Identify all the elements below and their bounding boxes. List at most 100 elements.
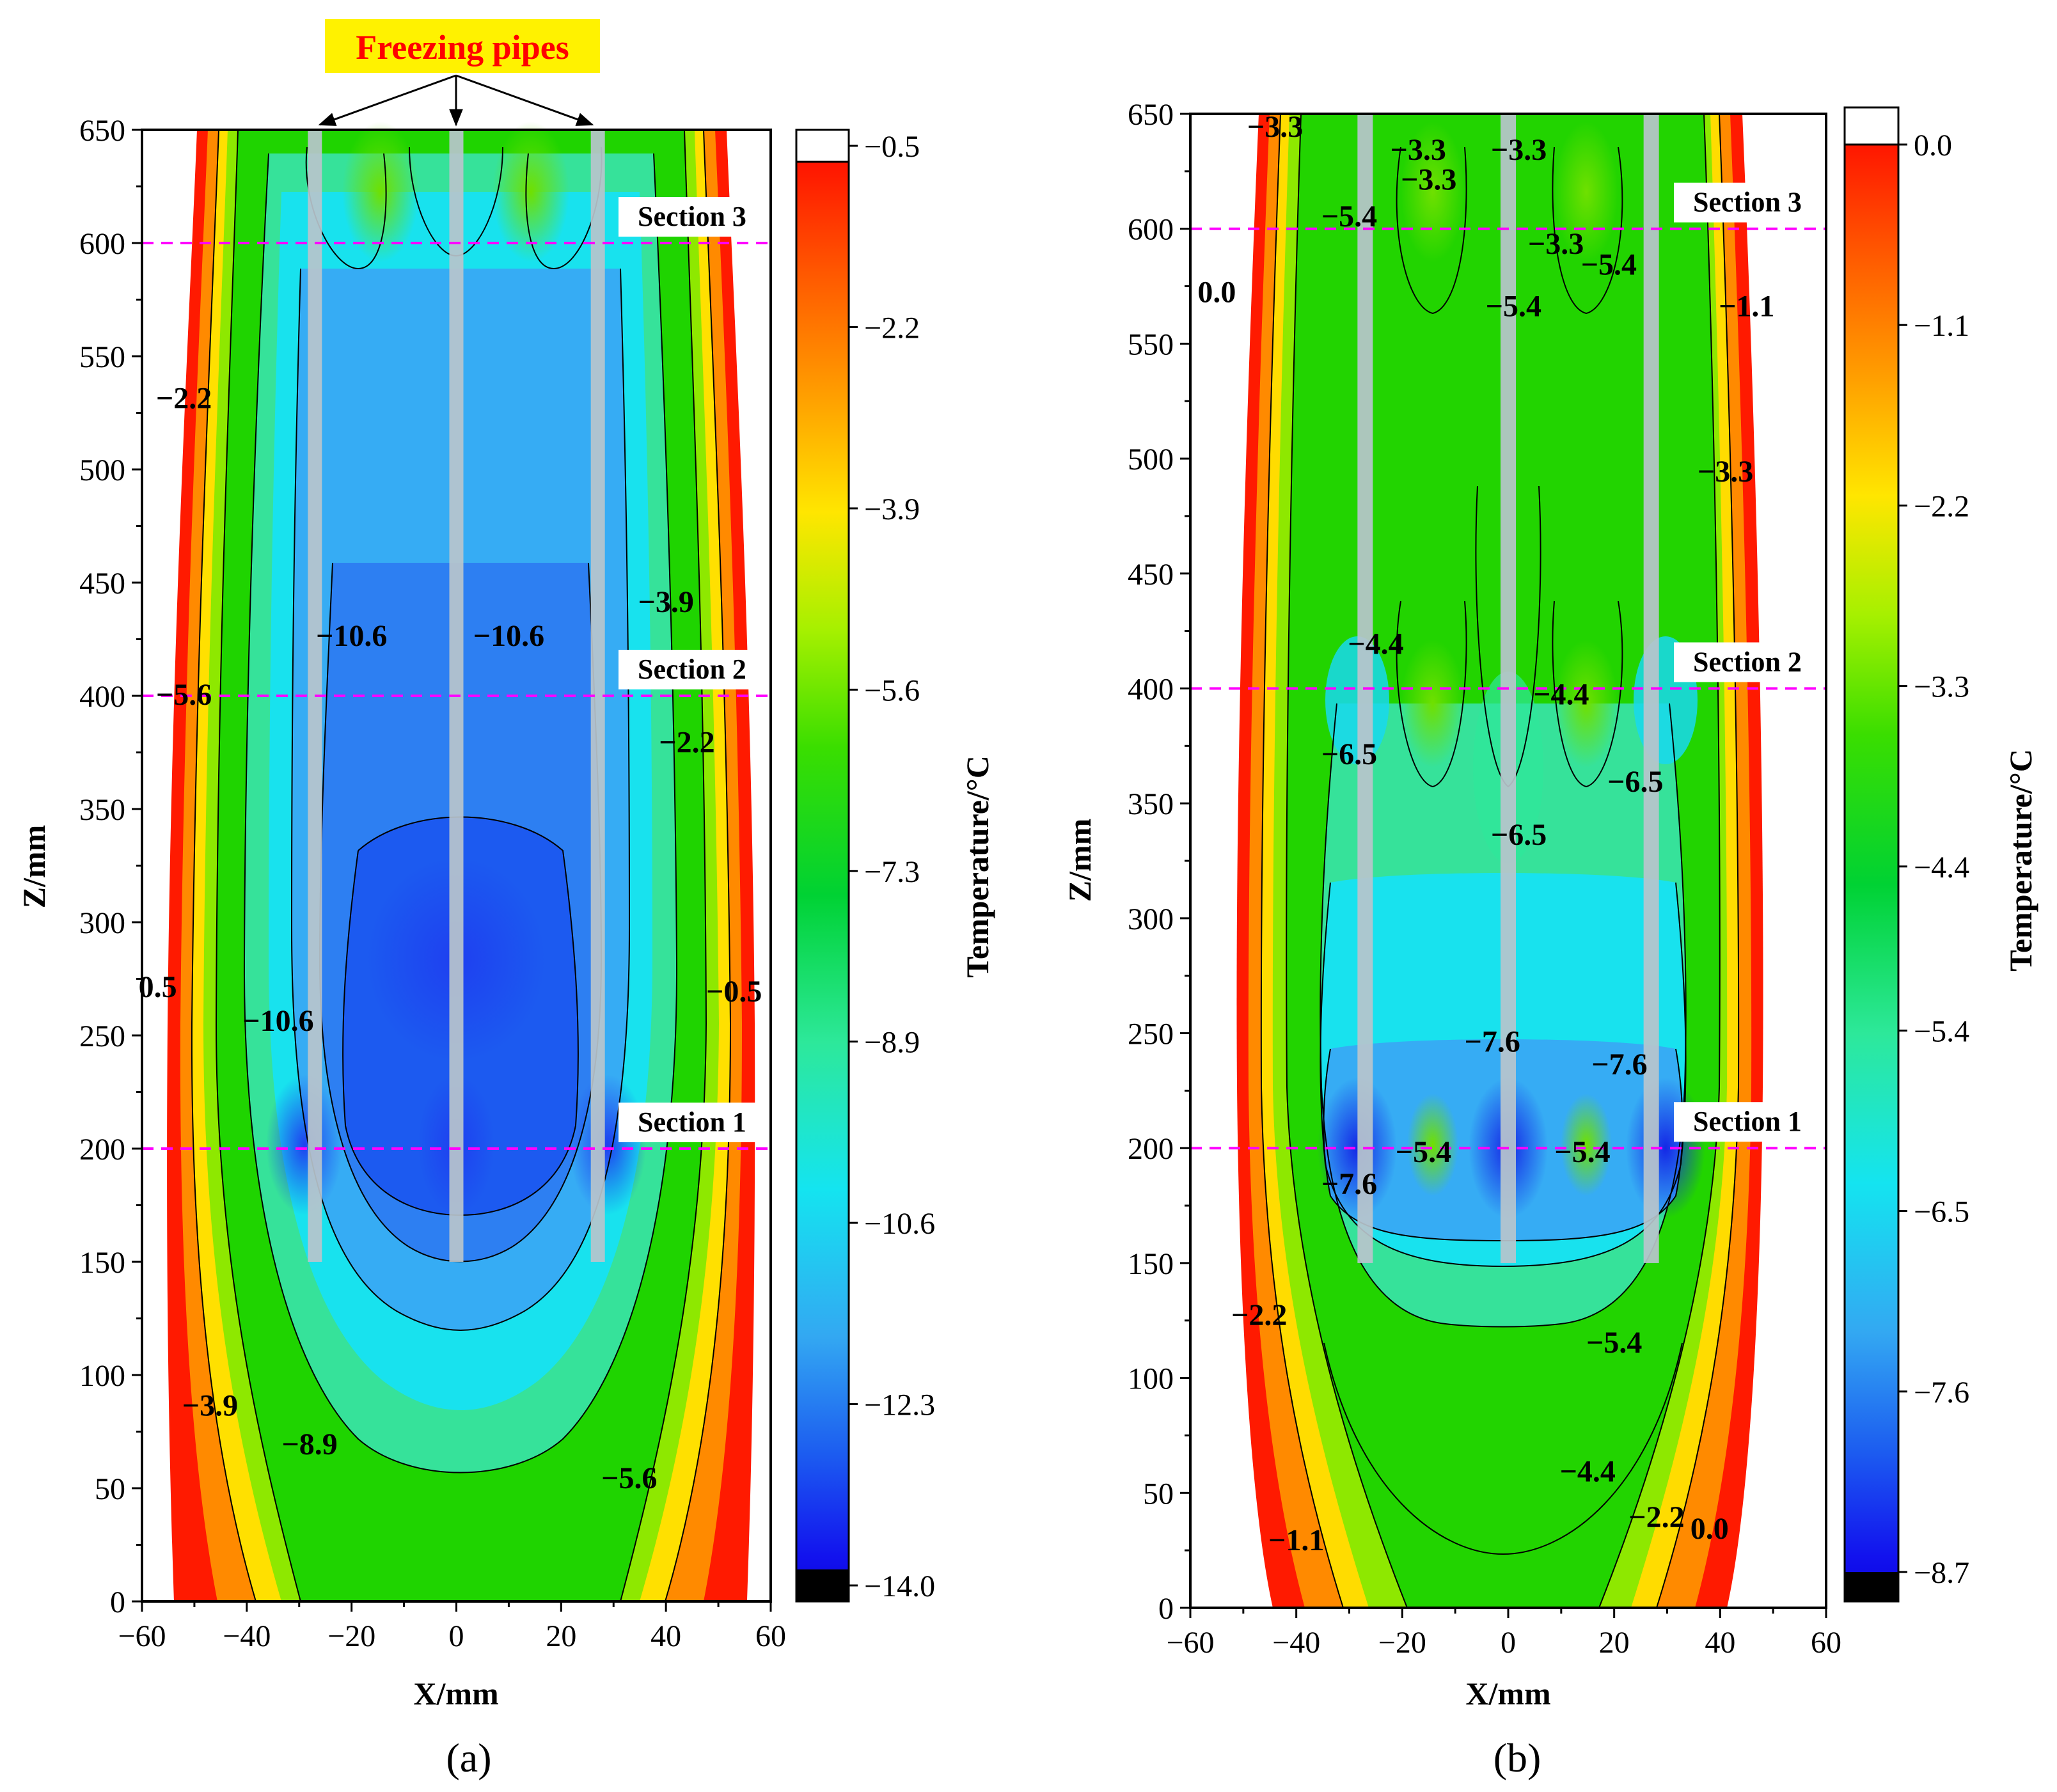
colorbar-b	[1843, 106, 1900, 1603]
colorbar-tick-label: −6.5	[1914, 1195, 1969, 1229]
colorbar-bottom-cap-a	[796, 1569, 849, 1601]
colorbar-tick-label: −5.4	[1914, 1014, 1969, 1048]
y-tick-label: 0	[110, 1585, 125, 1619]
section-label-box-1	[619, 197, 766, 237]
freezing-pipes-label-box	[325, 19, 600, 73]
contour-label: −1.1	[1268, 1523, 1324, 1557]
pipes-arrow-left	[318, 74, 457, 126]
y-tick-label: 650	[79, 114, 125, 148]
contour-label: −2.2	[1628, 1500, 1684, 1534]
section-lines-a: Section 3 Section 2 Section 1	[142, 197, 771, 1150]
contour-label: −5.4	[1321, 200, 1377, 233]
section-label-box-2	[1674, 642, 1821, 682]
y-axis-label-a: Z/mm	[16, 825, 52, 909]
x-tick-label: 20	[546, 1619, 576, 1653]
y-axis-b: 0 50 100 150 200 250 300 350 400 450 500 550 600 650	[1128, 98, 1190, 1626]
contour-label: −5.6	[156, 678, 212, 712]
warm-lobe-a2	[493, 122, 569, 262]
contour-label: −3.3	[1491, 133, 1547, 167]
x-tick-label: 60	[1811, 1626, 1841, 1660]
x-tick-label: 0	[449, 1619, 464, 1653]
y-tick-label: 50	[95, 1472, 125, 1506]
colorbar-tick-label: −3.3	[1914, 670, 1969, 704]
contour-label: −6.5	[1491, 818, 1547, 852]
pipes-arrow-right	[455, 74, 594, 126]
y-axis-label-b: Z/mm	[1062, 819, 1098, 902]
contour-label: −4.4	[1348, 627, 1403, 661]
x-axis-b: −60 −40 −20 0 20 40 60	[1166, 1608, 1841, 1660]
colorbar-tick-label: −7.3	[864, 855, 920, 889]
contour-label: −10.6	[242, 1004, 313, 1038]
section-label-box-3	[619, 1103, 766, 1142]
colorbar-label-a: Temperature/°C	[959, 755, 995, 978]
colorbar-tick-label: −7.6	[1914, 1376, 1969, 1410]
contour-label: −5.4	[1396, 1135, 1451, 1169]
y-tick-label: 100	[1128, 1362, 1174, 1396]
warm-lobe-b1	[1401, 640, 1465, 767]
x-tick-label: −60	[1166, 1626, 1214, 1660]
y-tick-label: 0	[1158, 1592, 1174, 1626]
contour-label: −4.4	[1533, 678, 1589, 712]
contour-label: −2.2	[659, 726, 714, 760]
contour-label: −3.3	[1528, 227, 1584, 261]
x-tick-label: 60	[755, 1619, 786, 1653]
colorbar-tick-label: −8.7	[1914, 1556, 1969, 1590]
contour-label: −2.2	[156, 381, 212, 415]
y-tick-label: 450	[1128, 558, 1174, 592]
y-tick-label: 200	[79, 1133, 125, 1167]
freezing-pipes-label: Freezing pipes	[356, 28, 569, 67]
y-tick-label: 150	[79, 1246, 125, 1280]
section-label-box-1	[1674, 182, 1821, 223]
warm-lobe-b4	[1554, 122, 1618, 262]
cold-spot-b1	[1318, 1078, 1397, 1218]
contour-label: −5.4	[1581, 248, 1637, 282]
contour-label: −2.2	[1231, 1298, 1287, 1332]
contour-label: −3.3	[1698, 455, 1753, 489]
section-label-box-2	[619, 650, 766, 689]
y-tick-label: 250	[1128, 1018, 1174, 1051]
colorbar-tick-label: 0.0	[1914, 129, 1952, 162]
warm-lobe-b3	[1401, 122, 1465, 262]
y-tick-label: 350	[79, 793, 125, 827]
contour-label: −10.6	[316, 619, 387, 653]
colorbar-tick-label: −10.6	[864, 1207, 935, 1241]
y-tick-label: 500	[79, 453, 125, 487]
warm-lobe-a1	[342, 122, 419, 262]
colorbar-tick-label: −4.4	[1914, 851, 1969, 884]
section-label-3: Section 1	[1693, 1106, 1802, 1137]
warm-lobe-b5	[1407, 1094, 1458, 1196]
contour-label: 0.0	[1197, 276, 1236, 310]
section-label-2: Section 2	[1693, 646, 1802, 677]
x-tick-label: 0	[1501, 1626, 1516, 1660]
y-tick-label: 550	[79, 340, 125, 374]
contour-label: 0.5	[139, 970, 177, 1004]
contour-label: −3.9	[182, 1389, 238, 1423]
colorbar-a	[795, 129, 850, 1603]
section-label-2: Section 2	[638, 654, 746, 685]
y-axis-a: 0 50 100 150 200 250 300 350 400 450 500 550 600 650	[79, 114, 142, 1619]
contour-label: −4.4	[1560, 1454, 1616, 1488]
contour-label: −7.6	[1591, 1048, 1647, 1081]
colorbar-tick-label: −1.1	[1914, 309, 1969, 343]
section-lines-b: Section 3 Section 2 Section 1	[1190, 182, 1826, 1150]
warm-lobe-b2	[1554, 640, 1618, 767]
y-tick-label: 300	[1128, 902, 1174, 936]
y-tick-label: 500	[1128, 443, 1174, 476]
contour-label: −6.5	[1607, 765, 1663, 799]
contour-label: −8.9	[281, 1427, 337, 1461]
colorbar-tick-label: −0.5	[864, 130, 920, 164]
colorbar-ticks-b: 0.0 −1.1 −2.2 −3.3 −4.4 −5.4 −6.5 −7.6 −8.7	[1898, 129, 1969, 1590]
x-tick-label: −20	[1378, 1626, 1426, 1660]
x-tick-label: 20	[1599, 1626, 1630, 1660]
colorbar-tick-label: −3.9	[864, 492, 920, 526]
contour-label: −3.3	[1391, 133, 1446, 167]
section-label-1: Section 3	[638, 201, 746, 232]
colorbar-top-cap-a	[795, 129, 850, 163]
y-tick-label: 200	[1128, 1132, 1174, 1166]
y-tick-label: 450	[79, 567, 125, 601]
colorbar-tick-label: −14.0	[864, 1569, 935, 1603]
contour-label: −6.5	[1321, 737, 1377, 771]
colorbar-label-b: Temperature/°C	[2003, 749, 2038, 971]
cold-spot-a1	[266, 1074, 343, 1215]
